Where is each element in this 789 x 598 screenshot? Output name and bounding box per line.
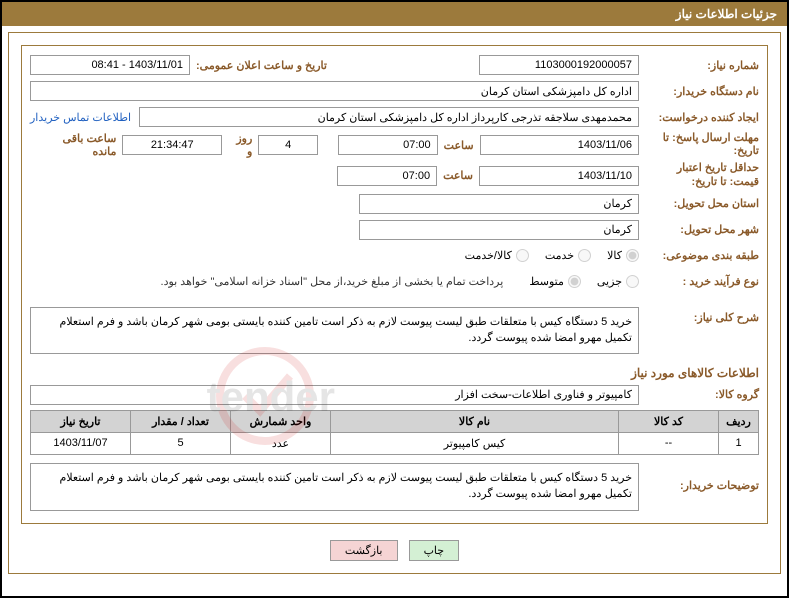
- requester-label: ایجاد کننده درخواست:: [639, 111, 759, 124]
- delivery-city-label: شهر محل تحویل:: [639, 223, 759, 236]
- table-row: 1 -- کیس کامپیوتر عدد 5 1403/11/07: [31, 432, 759, 454]
- category-label: طبقه بندی موضوعی:: [639, 249, 759, 262]
- pt-medium-radio[interactable]: متوسط: [529, 275, 581, 288]
- time-label-1: ساعت: [438, 139, 480, 152]
- page-header: جزئیات اطلاعات نیاز: [2, 2, 787, 26]
- response-date-field: 1403/11/06: [480, 135, 639, 155]
- pt-small-radio[interactable]: جزیی: [597, 275, 639, 288]
- announce-field: 1403/11/01 - 08:41: [30, 55, 190, 75]
- need-number-label: شماره نیاز:: [639, 59, 759, 72]
- goods-group-label: گروه کالا:: [639, 388, 759, 401]
- back-button[interactable]: بازگشت: [330, 540, 398, 561]
- buyer-notes-box: خرید 5 دستگاه کیس با متعلقات طبق لیست پی…: [30, 463, 639, 511]
- th-date: تاریخ نیاز: [31, 410, 131, 432]
- th-unit: واحد شمارش: [231, 410, 331, 432]
- category-radio-group: کالا خدمت کالا/خدمت: [465, 249, 639, 262]
- buyer-org-field: اداره کل دامپزشکی استان کرمان: [30, 81, 639, 101]
- purchase-type-radio-group: جزیی متوسط: [529, 275, 639, 288]
- delivery-city-field: کرمان: [359, 220, 639, 240]
- response-time-field: 07:00: [338, 135, 438, 155]
- button-row: چاپ بازگشت: [13, 532, 776, 569]
- cell-date: 1403/11/07: [31, 432, 131, 454]
- details-panel: tender شماره نیاز: 1103000192000057 تاری…: [21, 45, 768, 524]
- payment-note: پرداخت تمام یا بخشی از مبلغ خرید،از محل …: [161, 275, 510, 288]
- announce-label: تاریخ و ساعت اعلان عمومی:: [190, 59, 333, 72]
- delivery-province-field: کرمان: [359, 194, 639, 214]
- goods-group-field: کامپیوتر و فناوری اطلاعات-سخت افزار: [30, 385, 639, 405]
- summary-text-box: خرید 5 دستگاه کیس با متعلقات طبق لیست پی…: [30, 307, 639, 354]
- need-number-field: 1103000192000057: [479, 55, 639, 75]
- items-section-title: اطلاعات کالاهای مورد نیاز: [30, 362, 759, 384]
- days-field: 4: [258, 135, 318, 155]
- price-validity-label: حداقل تاریخ اعتبار قیمت: تا تاریخ:: [639, 162, 759, 188]
- th-code: کد کالا: [619, 410, 719, 432]
- cat-service-radio[interactable]: خدمت: [545, 249, 591, 262]
- remaining-label: ساعت باقی مانده: [30, 132, 122, 158]
- th-row: ردیف: [719, 410, 759, 432]
- price-time-field: 07:00: [337, 166, 437, 186]
- summary-label: شرح کلی نیاز:: [639, 303, 759, 324]
- delivery-province-label: استان محل تحویل:: [639, 197, 759, 210]
- th-name: نام کالا: [331, 410, 619, 432]
- time-label-2: ساعت: [437, 169, 479, 182]
- cell-qty: 5: [131, 432, 231, 454]
- requester-field: محمدمهدی سلاجقه تذرجی کارپرداز اداره کل …: [139, 107, 639, 127]
- items-table: ردیف کد کالا نام کالا واحد شمارش تعداد /…: [30, 410, 759, 455]
- cell-name: کیس کامپیوتر: [331, 432, 619, 454]
- price-date-field: 1403/11/10: [479, 166, 639, 186]
- response-deadline-label: مهلت ارسال پاسخ: تا تاریخ:: [639, 132, 759, 158]
- cell-row: 1: [719, 432, 759, 454]
- days-and-label: روز و: [222, 132, 258, 158]
- page-title: جزئیات اطلاعات نیاز: [676, 7, 777, 21]
- remaining-time-field: 21:34:47: [122, 135, 222, 155]
- th-qty: تعداد / مقدار: [131, 410, 231, 432]
- buyer-notes-label: توضیحات خریدار:: [639, 459, 759, 492]
- purchase-type-label: نوع فرآیند خرید :: [639, 275, 759, 288]
- print-button[interactable]: چاپ: [409, 540, 460, 561]
- buyer-org-label: نام دستگاه خریدار:: [639, 85, 759, 98]
- cell-code: --: [619, 432, 719, 454]
- cell-unit: عدد: [231, 432, 331, 454]
- cat-goods-service-radio[interactable]: کالا/خدمت: [465, 249, 529, 262]
- contact-link[interactable]: اطلاعات تماس خریدار: [30, 111, 139, 124]
- main-container: tender شماره نیاز: 1103000192000057 تاری…: [8, 32, 781, 574]
- cat-goods-radio[interactable]: کالا: [607, 249, 639, 262]
